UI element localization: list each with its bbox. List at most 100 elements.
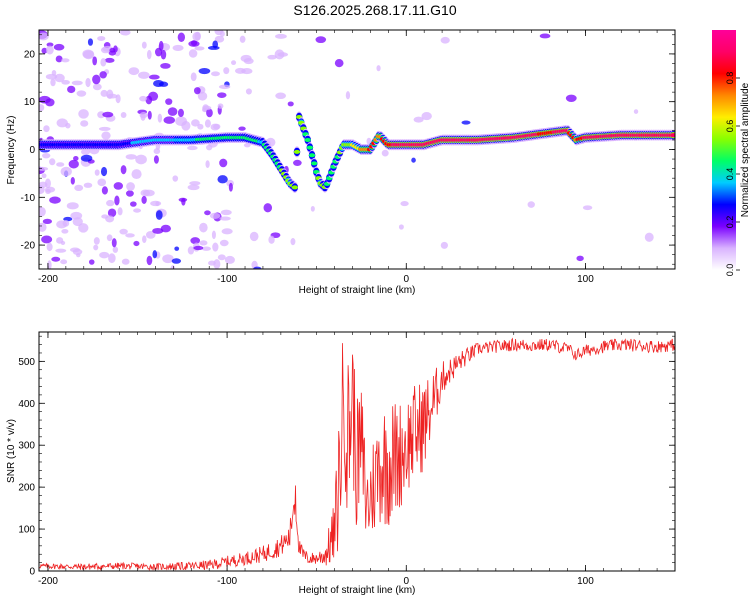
spectrogram-noise-blob [39, 166, 49, 171]
spectrogram-noise-blob [49, 196, 61, 204]
spectrogram-noise-blob [78, 223, 89, 233]
spectrogram-noise-blob [51, 256, 61, 262]
spectrogram-noise-blob [177, 108, 184, 118]
spectrogram-noise-blob [41, 235, 53, 244]
spectrogram-noise-blob [221, 228, 233, 235]
spectrogram-noise-blob [194, 46, 205, 51]
spectrogram-noise-blob [158, 40, 164, 51]
spectrogram-noise-blob [56, 118, 68, 128]
spectrogram-noise-blob [138, 71, 150, 79]
spectrogram-noise-blob [243, 143, 251, 148]
spectrogram-noise-blob [60, 259, 68, 265]
colorbar: 0.0 0.2 0.4 0.6 0.8 Normalized spectral ampl… [712, 30, 750, 276]
spectrogram-noise-blob [162, 254, 174, 264]
spectrogram-noise-blob [100, 166, 108, 177]
spectrogram-noise-blob [187, 246, 195, 255]
spectrogram-noise-blob [62, 219, 70, 227]
spectrogram-noise-blob [125, 233, 135, 238]
spectrogram-noise-blob [131, 169, 142, 180]
spectrogram-noise-blob [45, 188, 51, 195]
spectrogram-noise-blob [80, 149, 91, 155]
spectrogram-noise-blob [153, 155, 159, 164]
spectrogram-noise-blob [50, 78, 56, 87]
spectrogram-noise-blob [172, 44, 184, 52]
spectrogram-noise-blob [56, 162, 65, 167]
spectrogram-noise-blob [461, 120, 471, 125]
spectrogram-noise-blob [181, 198, 186, 206]
colorbar-gradient [712, 30, 736, 270]
spectrogram-noise-blob [188, 49, 198, 58]
spectrogram-noise-blob [174, 246, 180, 251]
spectrogram-noise-blob [191, 119, 200, 127]
spectrogram-trace-cell [310, 161, 318, 166]
spectrogram-noise-blob [83, 182, 93, 188]
spectrogram-noise-blob [39, 104, 45, 112]
spectrogram-noise-blob [41, 173, 47, 179]
snr-x-tick-label: 0 [403, 576, 409, 587]
spectrogram-noise-blob [133, 208, 142, 213]
spectrogram-noise-blob [238, 126, 246, 131]
spectrogram-noise-blob [67, 85, 76, 94]
spectrogram-noise-blob [44, 178, 51, 189]
snr-y-tick-label: 200 [18, 483, 35, 494]
colorbar-tick-label: 0.4 [725, 168, 735, 181]
spectrogram-noise-blob [218, 84, 231, 90]
spectrogram-noise-blob [527, 201, 535, 208]
spectrogram-noise-blob [61, 58, 70, 63]
spectrogram-noise-blob [125, 190, 134, 197]
spectrogram-noise-blob [111, 238, 117, 248]
spectrogram-noise-blob [108, 253, 116, 264]
spectrogram-noise-blob [193, 87, 201, 95]
spectrogram-noise-blob [245, 88, 252, 95]
spectrogram-noise-blob [139, 95, 148, 102]
snr-panel: -200 -100 0 100 0 100 200 300 400 500 Height of … [6, 331, 676, 596]
snr-y-tick-label: 400 [18, 399, 35, 410]
spectrogram-noise-blob [170, 265, 176, 269]
spectrogram-noise-blob [275, 33, 287, 39]
spectrogram-x-tick-label: -200 [38, 274, 58, 285]
spectrogram-noise-blob [212, 242, 219, 252]
spectrogram-noise-blob [197, 123, 204, 130]
spectrogram-noise-blob [42, 152, 51, 159]
spectrogram-noise-blob [120, 165, 127, 175]
spectrogram-noise-blob [334, 59, 344, 68]
spectrogram-noise-blob [411, 157, 416, 163]
spectrogram-noise-blob [97, 36, 106, 41]
spectrogram-noise-blob [100, 89, 108, 97]
spectrogram-noise-blob [253, 266, 262, 269]
spectrogram-noise-blob [80, 154, 93, 162]
spectrogram-noise-blob [94, 169, 100, 176]
spectrogram-noise-blob [205, 160, 210, 168]
spectrogram-noise-blob [55, 248, 67, 253]
spectrogram-noise-blob [187, 145, 198, 151]
snr-x-tick-label: -200 [38, 576, 58, 587]
spectrogram-noise-blob [97, 178, 107, 187]
spectrogram-noise-blob [207, 45, 220, 50]
spectrogram-noise-blob [633, 109, 639, 114]
colorbar-tick-label: 0.2 [725, 216, 735, 229]
spectrogram-noise-blob [146, 255, 153, 266]
spectrogram-y-tick-label: -20 [21, 241, 36, 252]
spectrogram-noise-blob [142, 235, 147, 244]
spectrogram-noise-blob [376, 65, 381, 72]
spectrogram-noise-blob [139, 112, 148, 119]
colorbar-label: Normalized spectral amplitude [740, 82, 750, 217]
spectrogram-noise-blob [106, 93, 118, 99]
spectrogram-trace-cell [291, 185, 299, 190]
spectrogram-noise-blob [267, 54, 277, 60]
spectrogram-noise-blob [78, 109, 89, 119]
spectrogram-noise-blob [128, 67, 140, 76]
spectrogram-noise-blob [155, 201, 160, 207]
snr-x-ticks: -200 -100 0 100 [38, 332, 676, 587]
spectrogram-noise-blob [213, 259, 221, 269]
spectrogram-noise-blob [198, 68, 211, 75]
spectrogram-noise-blob [293, 159, 302, 166]
snr-frame [38, 331, 676, 572]
spectrogram-noise-blob [224, 255, 235, 264]
spectrogram-noise-blob [190, 72, 197, 82]
spectrogram-noise-blob [155, 210, 163, 220]
spectrogram-y-tick-label: 20 [24, 49, 36, 60]
spectrogram-noise-blob [141, 195, 147, 204]
spectrogram-noise-blob [135, 154, 147, 165]
spectrogram-noise-blob [125, 154, 137, 160]
